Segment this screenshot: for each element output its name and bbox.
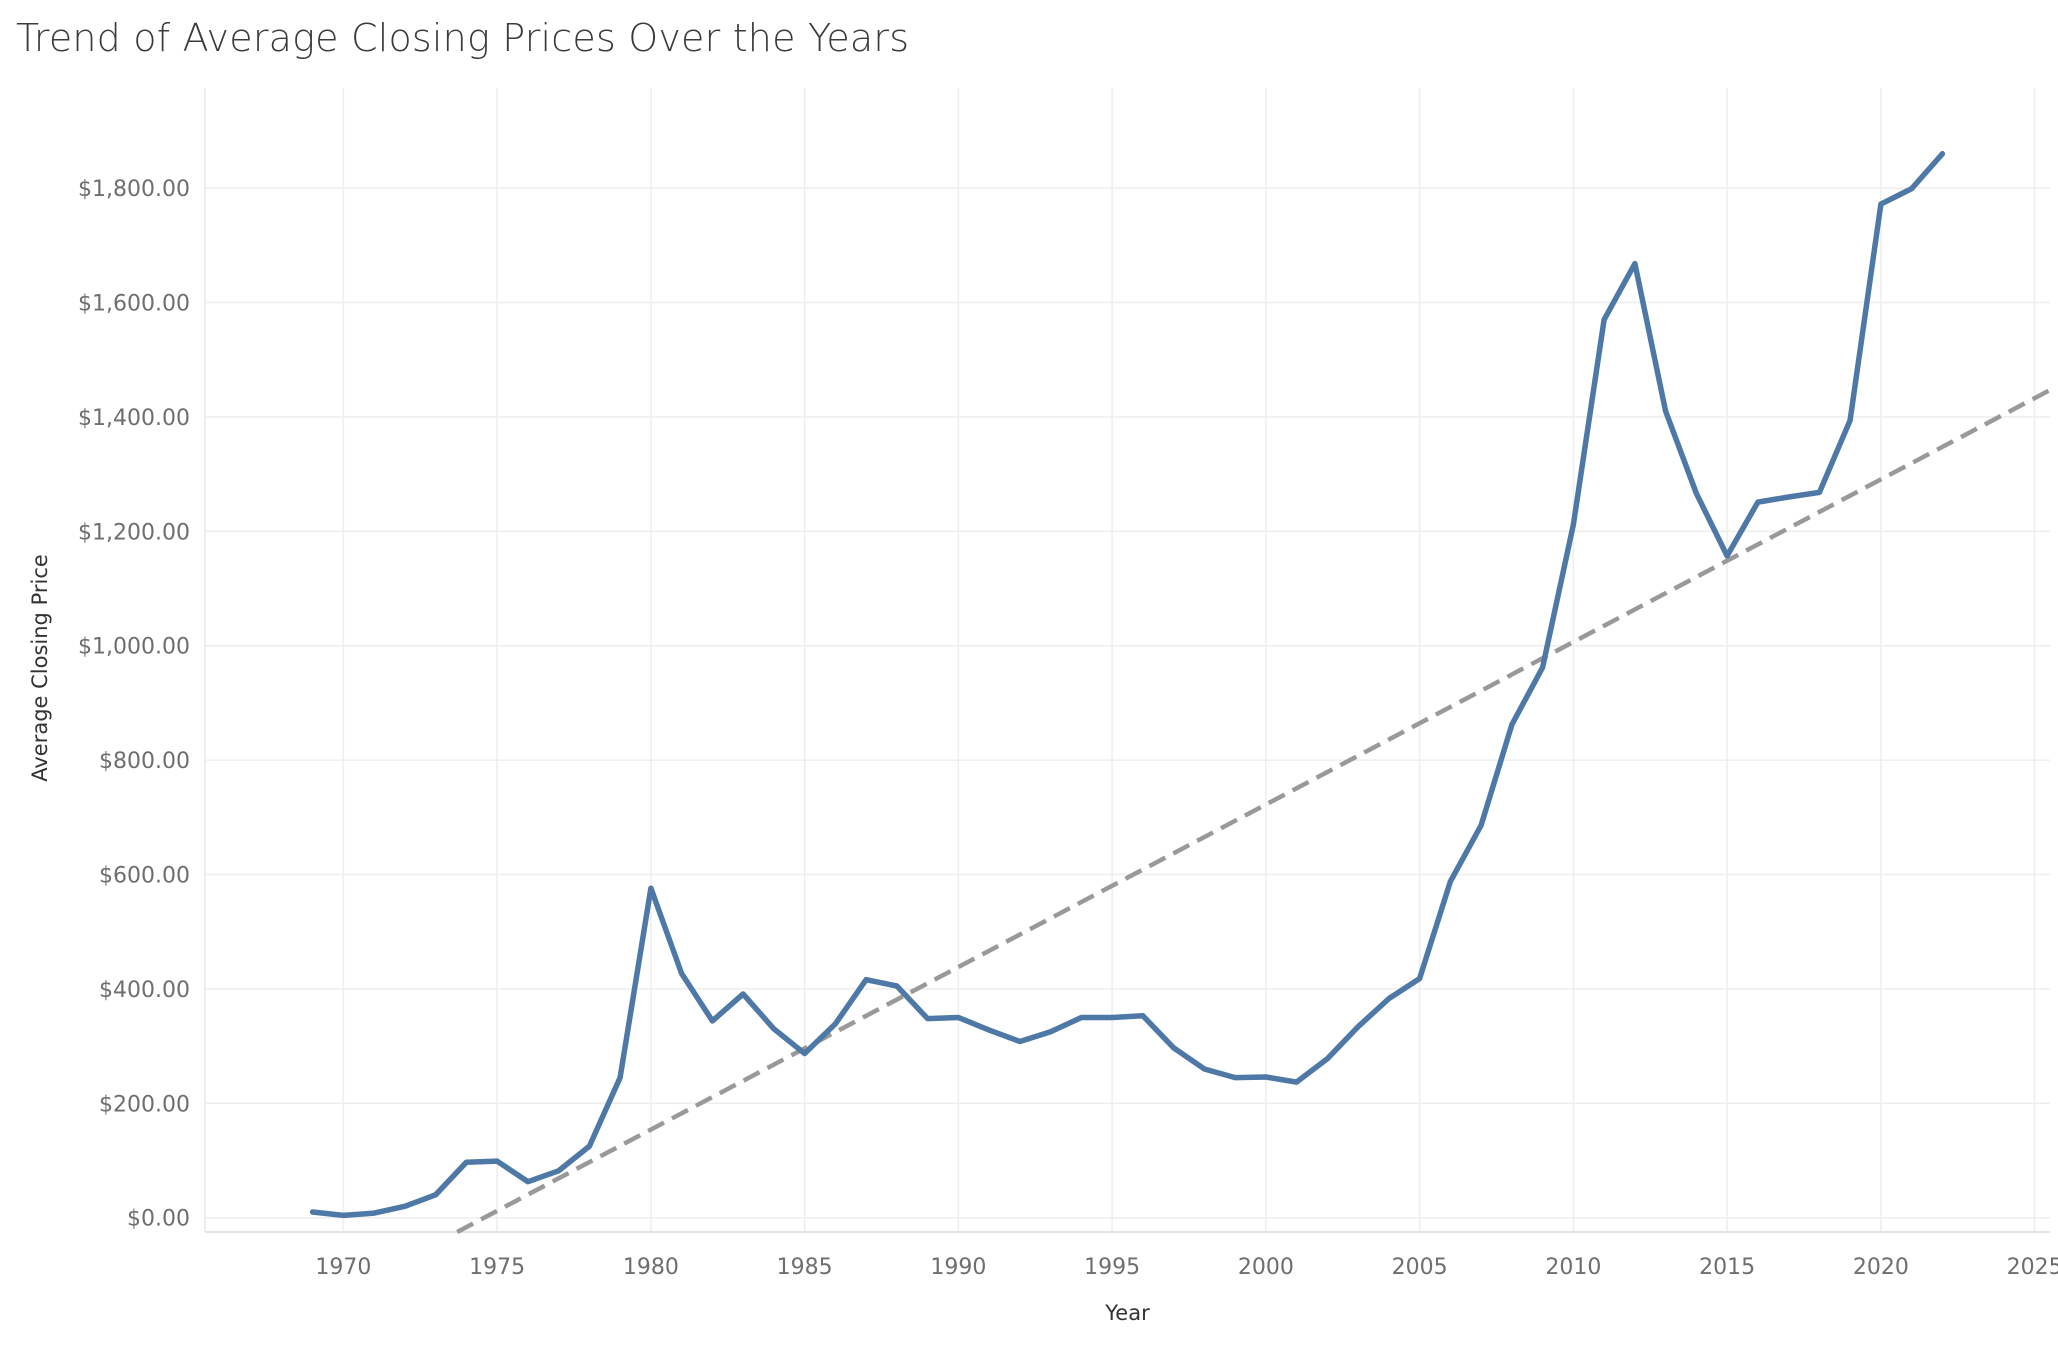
data-point bbox=[1078, 1015, 1084, 1020]
data-point bbox=[771, 1026, 777, 1032]
grid-lines bbox=[205, 88, 2050, 1232]
y-tick-label: $1,600.00 bbox=[78, 292, 190, 317]
data-point bbox=[1570, 521, 1576, 527]
data-point bbox=[894, 983, 900, 989]
x-tick-label: 1990 bbox=[930, 1255, 986, 1280]
data-point bbox=[1478, 822, 1484, 828]
data-point bbox=[1693, 491, 1699, 497]
x-tick-label: 2010 bbox=[1545, 1255, 1601, 1280]
x-tick-label: 1975 bbox=[469, 1255, 525, 1280]
data-point bbox=[494, 1158, 500, 1164]
data-point bbox=[1140, 1013, 1146, 1019]
data-point bbox=[863, 977, 869, 983]
data-point bbox=[1632, 261, 1638, 267]
data-point bbox=[1109, 1015, 1115, 1020]
data-point bbox=[1816, 489, 1822, 495]
data-point bbox=[955, 1015, 961, 1020]
x-axis-ticks: 1970 1975 1980 1985 1990 1995 2000 2005 2010 2015… bbox=[315, 1255, 2058, 1280]
data-point bbox=[402, 1203, 408, 1209]
x-tick-label: 2015 bbox=[1699, 1255, 1755, 1280]
data-point bbox=[1724, 553, 1730, 559]
data-point bbox=[1201, 1066, 1207, 1072]
y-tick-label: $200.00 bbox=[99, 1092, 190, 1117]
series-line bbox=[309, 151, 1946, 1219]
y-tick-label: $1,400.00 bbox=[78, 406, 190, 431]
data-point bbox=[986, 1027, 992, 1033]
data-point bbox=[586, 1143, 592, 1149]
x-tick-label: 2000 bbox=[1238, 1255, 1294, 1280]
y-tick-label: $600.00 bbox=[99, 864, 190, 889]
data-point bbox=[1048, 1029, 1054, 1035]
data-point bbox=[1847, 417, 1853, 423]
data-point bbox=[1017, 1039, 1023, 1045]
data-point bbox=[1355, 1024, 1361, 1030]
x-tick-label: 1995 bbox=[1084, 1255, 1140, 1280]
data-point bbox=[340, 1212, 346, 1218]
chart-title: Trend of Average Closing Prices Over the… bbox=[16, 16, 910, 60]
data-point bbox=[1663, 408, 1669, 414]
trendline bbox=[456, 388, 2052, 1234]
axes bbox=[204, 88, 2050, 1233]
data-point bbox=[1939, 151, 1945, 157]
data-point bbox=[371, 1210, 377, 1216]
data-point bbox=[1263, 1074, 1269, 1080]
data-point bbox=[925, 1016, 931, 1022]
data-point bbox=[1878, 201, 1884, 207]
y-tick-label: $400.00 bbox=[99, 978, 190, 1003]
data-point bbox=[648, 885, 654, 891]
data-point bbox=[1417, 976, 1423, 982]
data-point bbox=[525, 1179, 531, 1185]
data-point bbox=[709, 1018, 715, 1024]
x-tick-label: 2020 bbox=[1853, 1255, 1909, 1280]
data-point bbox=[802, 1051, 808, 1057]
data-point bbox=[1755, 499, 1761, 505]
y-tick-label: $1,200.00 bbox=[78, 520, 190, 545]
x-tick-label: 2025 bbox=[2007, 1255, 2058, 1280]
series-layer bbox=[309, 151, 1946, 1219]
x-tick-label: 1985 bbox=[777, 1255, 833, 1280]
trendline-layer bbox=[456, 388, 2052, 1234]
data-point bbox=[1324, 1056, 1330, 1062]
data-point bbox=[1386, 996, 1392, 1002]
data-point bbox=[1294, 1079, 1300, 1085]
data-point bbox=[740, 991, 746, 997]
y-axis-title: Average Closing Price bbox=[28, 554, 52, 782]
data-point bbox=[463, 1159, 469, 1165]
data-point bbox=[1786, 494, 1792, 500]
x-tick-label: 1970 bbox=[315, 1255, 371, 1280]
x-tick-label: 1980 bbox=[623, 1255, 679, 1280]
data-point bbox=[433, 1192, 439, 1198]
y-tick-label: $1,800.00 bbox=[78, 177, 190, 202]
y-tick-label: $1,000.00 bbox=[78, 635, 190, 660]
x-axis-title: Year bbox=[1104, 1301, 1150, 1325]
y-axis-ticks: $0.00 $200.00 $400.00 $600.00 $800.00 $1,000.… bbox=[78, 177, 190, 1232]
y-tick-label: $0.00 bbox=[127, 1207, 190, 1232]
data-point bbox=[832, 1021, 838, 1027]
data-point bbox=[310, 1209, 316, 1215]
data-point bbox=[1601, 317, 1607, 323]
data-point bbox=[556, 1168, 562, 1174]
data-point bbox=[1909, 186, 1915, 192]
data-point bbox=[1509, 722, 1515, 728]
data-point bbox=[1447, 878, 1453, 884]
data-point bbox=[1171, 1045, 1177, 1051]
data-point bbox=[679, 970, 685, 976]
data-point bbox=[617, 1075, 623, 1081]
data-point bbox=[1232, 1075, 1238, 1081]
x-tick-label: 2005 bbox=[1392, 1255, 1448, 1280]
y-tick-label: $800.00 bbox=[99, 749, 190, 774]
data-point bbox=[1540, 664, 1546, 670]
